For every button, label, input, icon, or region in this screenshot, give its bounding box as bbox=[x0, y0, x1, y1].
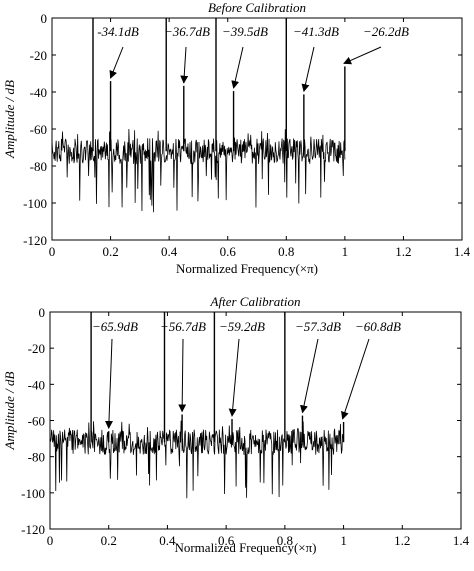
spur-annotation-label: -34.1dB bbox=[97, 24, 139, 39]
plot-frame bbox=[51, 17, 463, 241]
y-axis-label: Amplitude / dB bbox=[2, 80, 17, 159]
x-tick-label: 1.2 bbox=[394, 533, 410, 548]
x-tick-label: 0.2 bbox=[102, 244, 118, 259]
annotation-arrow bbox=[300, 338, 319, 414]
spur-annotation-label: −41.3dB bbox=[293, 24, 339, 39]
y-tick-label: -20 bbox=[28, 341, 45, 356]
y-tick-label: -120 bbox=[23, 233, 47, 248]
chart-title: Before Calibration bbox=[208, 0, 306, 15]
y-tick-label: 0 bbox=[41, 11, 48, 26]
spur-annotation-label: −65.9dB bbox=[92, 319, 138, 334]
y-tick-label: -20 bbox=[30, 48, 47, 63]
x-axis-label: Normalized Frequency(×π) bbox=[174, 540, 316, 555]
x-axis-label: Normalized Frequency(×π) bbox=[176, 261, 318, 276]
chart-title: After Calibration bbox=[210, 294, 301, 309]
x-tick-label: 1 bbox=[342, 244, 349, 259]
y-tick-label: -60 bbox=[28, 414, 45, 429]
y-tick-label: -40 bbox=[28, 377, 45, 392]
y-tick-label: 0 bbox=[39, 305, 46, 320]
y-tick-label: -120 bbox=[21, 522, 45, 537]
annotation-arrow bbox=[341, 338, 370, 420]
x-tick-label: 0 bbox=[49, 244, 56, 259]
y-axis-label: Amplitude / dB bbox=[2, 371, 17, 450]
spur-annotation-label: −36.7dB bbox=[164, 24, 210, 39]
spur-annotation-label: −26.2dB bbox=[363, 24, 409, 39]
x-tick-label: 0.6 bbox=[218, 533, 235, 548]
x-tick-label: 1.4 bbox=[453, 533, 470, 548]
annotation-arrow bbox=[228, 338, 240, 417]
spur-annotation-label: −57.3dB bbox=[295, 319, 341, 334]
x-tick-label: 0.6 bbox=[220, 244, 237, 259]
noise-floor-trace bbox=[49, 420, 344, 499]
spur-annotation-label: −60.8dB bbox=[355, 319, 401, 334]
y-tick-label: -100 bbox=[21, 486, 45, 501]
y-tick-label: -80 bbox=[30, 159, 47, 174]
x-tick-label: 1.4 bbox=[454, 244, 471, 259]
x-tick-label: 0.4 bbox=[161, 244, 178, 259]
x-tick-label: 0 bbox=[47, 533, 54, 548]
x-tick-label: 0.8 bbox=[277, 533, 293, 548]
annotation-arrow bbox=[180, 46, 189, 84]
noise-floor-trace bbox=[51, 129, 346, 213]
x-tick-label: 0.4 bbox=[159, 533, 176, 548]
annotation-arrow bbox=[178, 338, 187, 413]
y-tick-label: -80 bbox=[28, 450, 45, 465]
y-tick-label: -60 bbox=[30, 122, 47, 137]
y-tick-label: -100 bbox=[23, 196, 47, 211]
spur-annotation-label: −59.2dB bbox=[219, 319, 265, 334]
annotation-arrow bbox=[104, 338, 113, 429]
x-tick-label: 0.2 bbox=[101, 533, 117, 548]
x-tick-label: 1.2 bbox=[395, 244, 411, 259]
spur-annotation-label: −39.5dB bbox=[222, 24, 268, 39]
x-tick-label: 1 bbox=[340, 533, 347, 548]
annotation-arrow bbox=[109, 46, 124, 79]
spur-annotation-label: −56.7dB bbox=[160, 319, 206, 334]
x-tick-label: 0.8 bbox=[278, 244, 294, 259]
annotation-arrow bbox=[231, 46, 244, 89]
annotation-arrow bbox=[301, 46, 315, 93]
y-tick-label: -40 bbox=[30, 85, 47, 100]
annotation-arrow bbox=[343, 46, 382, 65]
